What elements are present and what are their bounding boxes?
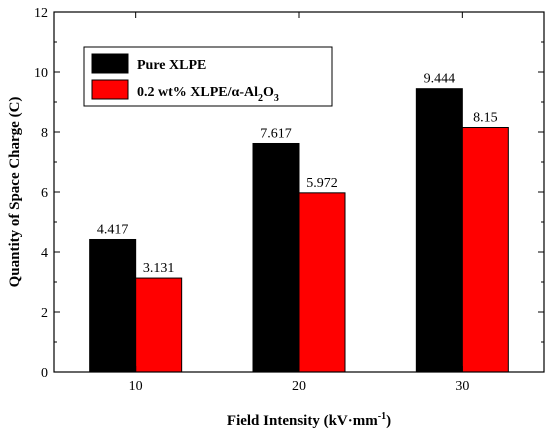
bar-pure-xlpe-30 [415, 88, 463, 373]
legend-label-pure-xlpe: Pure XLPE [137, 58, 206, 73]
y-tick-label: 2 [41, 306, 48, 321]
data-label: 9.444 [424, 72, 456, 87]
bar-pure-xlpe-20 [252, 142, 300, 373]
bar-xlpe-al2o3-20 [298, 192, 346, 373]
data-label: 7.617 [260, 126, 292, 141]
x-tick-label: 10 [129, 379, 143, 394]
data-label: 4.417 [97, 222, 129, 237]
x-axis-title: Field Intensity (kV·mm-1) [227, 411, 391, 429]
x-axis-ticks: 10 20 30 [129, 12, 469, 394]
y-axis-title: Quantity of Space Charge (C) [7, 97, 23, 288]
legend: Pure XLPE 0.2 wt% XLPE/α-Al2O3 [83, 46, 333, 107]
legend-swatch-pure-xlpe [91, 53, 129, 74]
legend-label-xlpe-al2o3: 0.2 wt% XLPE/α-Al2O3 [137, 85, 279, 104]
y-tick-label: 10 [34, 66, 48, 81]
data-label: 8.15 [473, 111, 498, 126]
x-tick-label: 30 [455, 379, 469, 394]
x-tick-label: 20 [292, 379, 306, 394]
bar-xlpe-al2o3-30 [461, 127, 509, 373]
legend-swatch-xlpe-al2o3 [91, 79, 129, 100]
y-tick-label: 6 [41, 186, 48, 201]
bars-group: 4.417 7.617 9.444 3.131 5.972 8.15 [89, 72, 509, 373]
data-label: 5.972 [306, 176, 338, 191]
bar-xlpe-al2o3-10 [135, 277, 183, 373]
y-tick-label: 12 [34, 6, 48, 21]
y-tick-label: 8 [41, 126, 48, 141]
y-axis-ticks: 0 2 4 6 8 10 12 [34, 6, 544, 381]
data-label: 3.131 [143, 261, 175, 276]
y-tick-label: 4 [41, 246, 48, 261]
bar-pure-xlpe-10 [89, 238, 137, 373]
y-tick-label: 0 [41, 366, 48, 381]
